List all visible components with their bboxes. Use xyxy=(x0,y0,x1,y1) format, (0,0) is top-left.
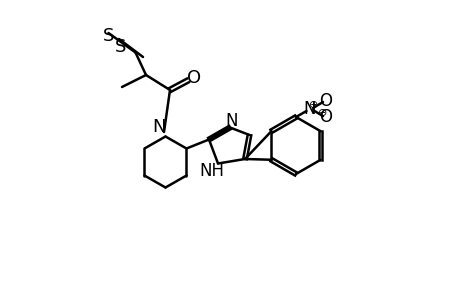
Text: N: N xyxy=(152,118,166,136)
Text: O: O xyxy=(319,108,332,126)
Text: ⊕: ⊕ xyxy=(308,100,317,110)
Text: S: S xyxy=(115,38,126,56)
Text: N: N xyxy=(225,112,237,130)
Text: ⊖: ⊖ xyxy=(317,108,327,118)
Text: S: S xyxy=(103,27,114,45)
Text: N: N xyxy=(303,100,316,118)
Text: NH: NH xyxy=(199,162,224,180)
Text: O: O xyxy=(319,92,332,110)
Text: O: O xyxy=(186,69,201,87)
